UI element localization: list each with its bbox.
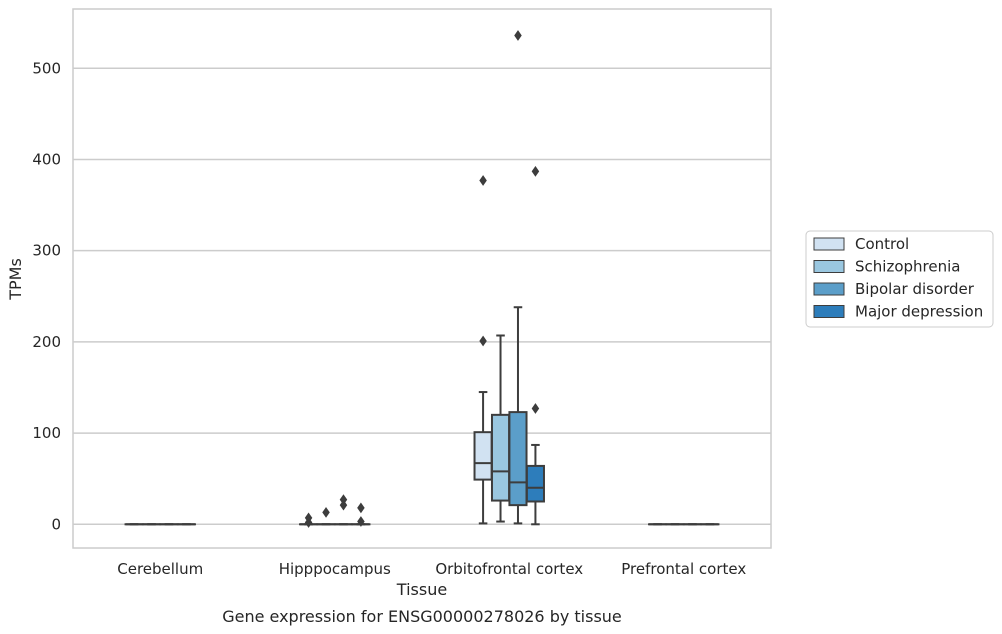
outlier-point (339, 494, 348, 506)
legend: Control Schizophrenia Bipolar disorder Majo… (805, 230, 994, 328)
box-2-1 (490, 334, 511, 523)
outlier-point (514, 30, 522, 41)
outlier-point (479, 175, 487, 186)
outlier-point (479, 335, 487, 347)
x-tick-label: Hipppocampus (279, 560, 391, 578)
box-1-2 (333, 494, 354, 526)
legend-swatch (813, 237, 845, 251)
outlier-point (322, 507, 330, 518)
outlier-point (304, 512, 313, 524)
box-2-0 (473, 175, 493, 525)
outlier-point (339, 499, 348, 511)
x-tick-label: Cerebellum (117, 560, 203, 578)
outlier-point (357, 516, 365, 527)
plot-frame (72, 8, 772, 549)
gridlines (73, 67, 771, 526)
box-2-3 (525, 165, 545, 526)
box-body (508, 411, 528, 507)
box-1-1 (316, 507, 336, 526)
box-groups (124, 30, 720, 528)
legend-frame (805, 230, 994, 328)
y-tick-label: 100 (32, 424, 61, 442)
x-tick-label: Orbitofrontal cortex (435, 560, 583, 578)
y-axis-label: TPMs (6, 258, 25, 301)
y-tick-label: 300 (32, 242, 61, 260)
legend-swatch (813, 260, 845, 273)
box-body (473, 431, 493, 481)
legend-swatch (813, 282, 845, 296)
box-1-0 (299, 512, 319, 528)
legend-label: Bipolar disorder (855, 280, 975, 298)
outlier-point (531, 165, 540, 177)
legend-swatch (813, 305, 845, 318)
legend-label: Schizophrenia (855, 258, 960, 276)
y-tick-labels: 0 100 200 300 400 500 (32, 59, 61, 533)
y-tick-label: 200 (32, 333, 61, 351)
legend-label: Control (855, 235, 909, 253)
legend-label: Major depression (855, 303, 983, 321)
y-tick-label: 400 (32, 150, 61, 168)
y-tick-label: 500 (32, 59, 61, 77)
outlier-point (531, 403, 540, 414)
box-2-2 (508, 30, 528, 525)
x-axis-label: Tissue (396, 580, 447, 599)
outlier-point (357, 502, 365, 514)
box-1-3 (351, 502, 371, 527)
box-body (525, 464, 545, 503)
box-body (490, 413, 511, 502)
x-tick-labels: Cerebellum Hipppocampus Orbitofrontal cort… (117, 560, 746, 578)
figure-caption: Gene expression for ENSG00000278026 by t… (222, 607, 622, 626)
y-tick-label: 0 (51, 515, 61, 533)
x-tick-label: Prefrontal cortex (621, 560, 746, 578)
